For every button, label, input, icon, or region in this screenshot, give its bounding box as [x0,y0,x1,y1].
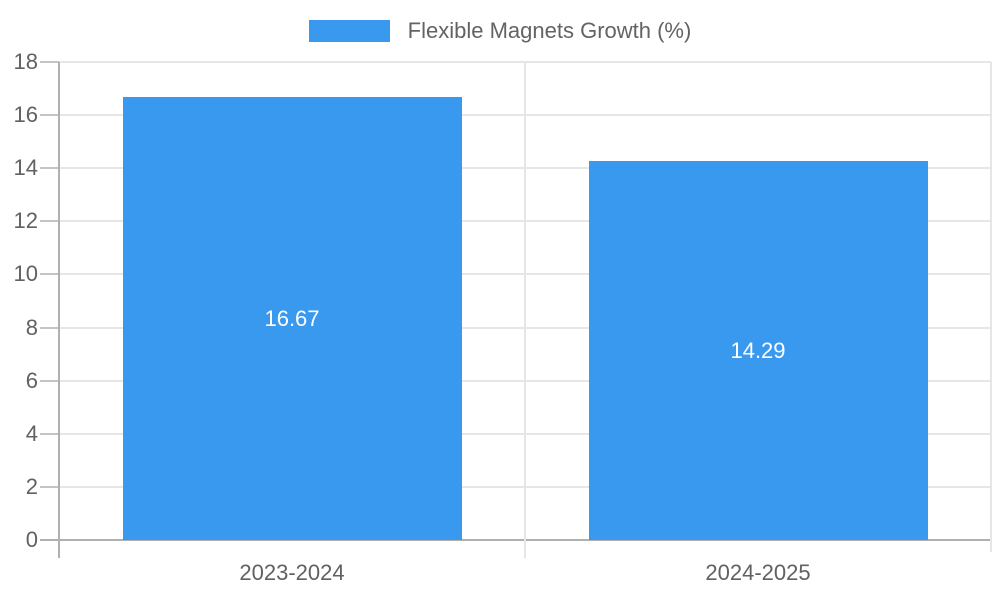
y-axis-tick-label: 18 [13,49,38,74]
y-axis-tick [40,433,59,435]
x-axis-tick-label: 2024-2025 [705,560,811,585]
x-axis-line [40,539,991,541]
y-axis-tick [40,220,59,222]
y-axis-tick [40,61,59,63]
bar-2023-2024[interactable] [123,97,462,540]
y-axis-tick-label: 10 [13,261,38,286]
y-axis-tick-label: 16 [13,102,38,127]
legend-label: Flexible Magnets Growth (%) [407,18,692,43]
x-axis-tick-label: 2023-2024 [239,560,345,585]
y-axis-tick [40,327,59,329]
y-axis-tick-label: 6 [25,368,38,393]
bar-2024-2025[interactable] [589,161,928,540]
legend-swatch [308,20,390,42]
y-axis-tick-label: 4 [25,421,38,446]
y-axis-tick [40,114,59,116]
y-axis-tick-label: 12 [13,208,38,233]
y-axis-tick [40,167,59,169]
bar-value-label: 14.29 [730,338,786,363]
y-axis-tick-label: 2 [25,474,38,499]
category-divider-gridline [524,62,526,558]
plot-right-border [990,62,992,552]
y-axis-tick-label: 14 [13,155,38,180]
bar-value-label: 16.67 [264,306,320,331]
y-axis-line [58,62,60,558]
legend[interactable]: Flexible Magnets Growth (%) [0,16,1000,46]
y-axis-tick [40,380,59,382]
y-axis-tick-label: 0 [25,527,38,552]
y-axis-tick [40,273,59,275]
y-axis-tick [40,486,59,488]
y-axis-tick-label: 8 [25,315,38,340]
